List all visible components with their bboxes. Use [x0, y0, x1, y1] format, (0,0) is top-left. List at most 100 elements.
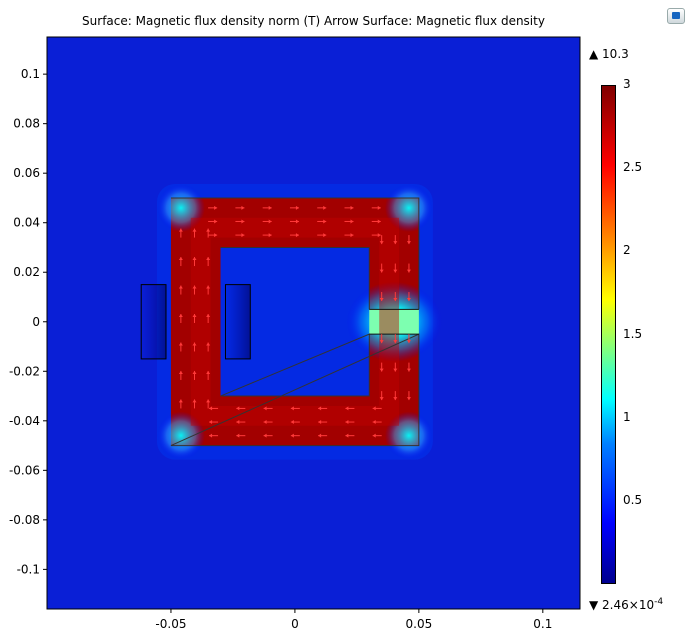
- flux-arrow: [379, 391, 384, 401]
- flux-arrow: [178, 257, 183, 267]
- flux-arrow: [371, 205, 381, 210]
- flux-arrow: [379, 263, 384, 273]
- flux-arrow: [317, 233, 327, 238]
- flux-arrow: [318, 420, 328, 425]
- flux-arrow: [289, 205, 299, 210]
- y-tick-label: 0: [32, 315, 40, 329]
- x-tick-label: -0.05: [155, 617, 186, 631]
- flux-arrow: [192, 285, 197, 295]
- core-corner-glow: [156, 183, 205, 232]
- colorbar-tick-label: 1: [623, 409, 631, 424]
- app-logo-icon[interactable]: [667, 8, 685, 24]
- max-value: 10.3: [602, 47, 629, 61]
- flux-arrow: [372, 420, 382, 425]
- flux-arrow: [406, 292, 411, 302]
- y-tick-label: -0.02: [9, 364, 40, 378]
- flux-arrow: [192, 257, 197, 267]
- flux-arrow: [344, 205, 354, 210]
- flux-arrow: [192, 370, 197, 380]
- flux-arrow: [192, 342, 197, 352]
- flux-arrow: [393, 292, 398, 302]
- flux-arrow: [393, 334, 398, 344]
- colorbar-tick-label: 2.5: [623, 160, 643, 175]
- flux-arrow: [208, 219, 218, 224]
- y-tick-label: 0.04: [13, 216, 40, 230]
- y-tick-label: 0.02: [13, 265, 40, 279]
- flux-arrow: [209, 420, 219, 425]
- flux-arrow: [192, 399, 197, 409]
- x-tick-label: 0.05: [406, 617, 433, 631]
- flux-arrow: [379, 334, 384, 344]
- flux-arrow: [236, 433, 246, 438]
- y-tick-label: -0.06: [9, 463, 40, 477]
- min-value-label: ▼ 2.46×10-4: [589, 597, 664, 612]
- y-tick-label: 0.06: [13, 166, 40, 180]
- flux-arrow: [263, 420, 273, 425]
- flux-arrow: [318, 433, 328, 438]
- flux-arrow: [178, 342, 183, 352]
- flux-arrow: [406, 391, 411, 401]
- flux-arrow: [372, 433, 382, 438]
- flux-arrow: [289, 219, 299, 224]
- x-tick-label: 0.1: [533, 617, 552, 631]
- air-gap: [369, 309, 419, 335]
- colorbar-tick-label: 1.5: [623, 326, 643, 341]
- colorbar: [601, 85, 616, 584]
- plot-frame: [46, 36, 581, 610]
- colorbar-tick-label: 2: [623, 243, 631, 258]
- flux-arrow: [178, 285, 183, 295]
- flux-arrow: [406, 334, 411, 344]
- flux-arrow: [206, 257, 211, 267]
- flux-arrow: [379, 235, 384, 245]
- flux-arrow: [263, 406, 273, 411]
- core-inner-outline: [220, 246, 370, 397]
- flux-arrow: [262, 219, 272, 224]
- flux-arrow: [406, 235, 411, 245]
- core-outline: [170, 197, 420, 447]
- flux-arrow: [371, 219, 381, 224]
- flux-arrow: [345, 420, 355, 425]
- flux-arrow: [393, 235, 398, 245]
- flux-arrow: [178, 370, 183, 380]
- flux-arrow: [178, 399, 183, 409]
- flux-arrow: [235, 219, 245, 224]
- flux-arrow: [393, 391, 398, 401]
- flux-arrow: [263, 433, 273, 438]
- flux-arrow: [290, 420, 300, 425]
- core-corner-glow: [384, 183, 433, 232]
- y-tick-label: 0.1: [21, 67, 40, 81]
- flux-arrow: [393, 263, 398, 273]
- y-tick-label: -0.08: [9, 513, 40, 527]
- plot-title: Surface: Magnetic flux density norm (T) …: [82, 14, 545, 28]
- flux-arrow: [208, 233, 218, 238]
- flux-arrow: [206, 342, 211, 352]
- y-tick-label: -0.1: [17, 562, 40, 576]
- flux-arrow: [262, 233, 272, 238]
- core-corner-glow: [384, 411, 433, 460]
- flux-arrow: [317, 219, 327, 224]
- flux-arrow: [345, 433, 355, 438]
- flux-arrow: [208, 205, 218, 210]
- colorbar-tick-label: 0.5: [623, 492, 643, 507]
- coil: [224, 284, 251, 360]
- flux-arrow: [236, 406, 246, 411]
- flux-arrow: [290, 433, 300, 438]
- flux-arrow: [206, 399, 211, 409]
- flux-arrow: [206, 285, 211, 295]
- y-tick-label: 0.08: [13, 117, 40, 131]
- flux-arrow: [178, 228, 183, 238]
- flux-arrow: [192, 314, 197, 323]
- flux-arrow: [290, 406, 300, 411]
- min-value-exponent: -4: [654, 597, 664, 607]
- flux-arrow: [318, 406, 328, 411]
- flux-arrow: [178, 314, 183, 323]
- flux-arrow: [206, 370, 211, 380]
- min-value: 2.46×10: [602, 598, 655, 612]
- x-tick-label: 0: [291, 617, 299, 631]
- core-corner-glow: [156, 411, 205, 460]
- flux-arrow: [317, 205, 327, 210]
- flux-arrow: [192, 228, 197, 238]
- flux-arrow: [406, 263, 411, 273]
- flux-arrow: [344, 219, 354, 224]
